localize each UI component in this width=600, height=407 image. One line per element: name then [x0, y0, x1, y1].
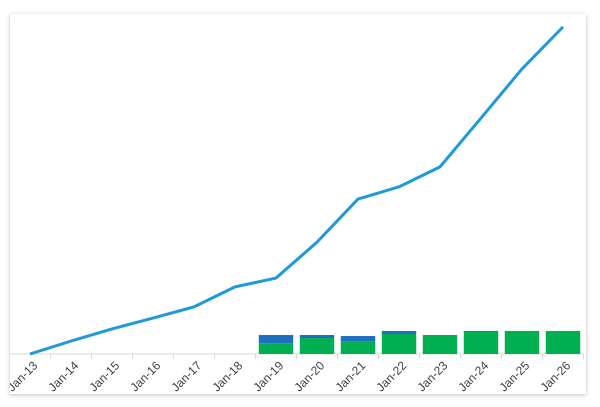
bar: [340, 336, 376, 342]
bar: [381, 333, 417, 354]
bar: [299, 335, 335, 339]
line: [29, 25, 565, 356]
bar: [258, 335, 294, 344]
bar: [381, 330, 417, 334]
card: [10, 14, 586, 394]
bar: [545, 330, 581, 354]
bar: [258, 343, 294, 354]
bar: [422, 335, 458, 354]
bar: [299, 338, 335, 354]
bar: [463, 330, 499, 332]
bar: [504, 330, 540, 354]
bar: [340, 341, 376, 354]
bar: [463, 331, 499, 354]
